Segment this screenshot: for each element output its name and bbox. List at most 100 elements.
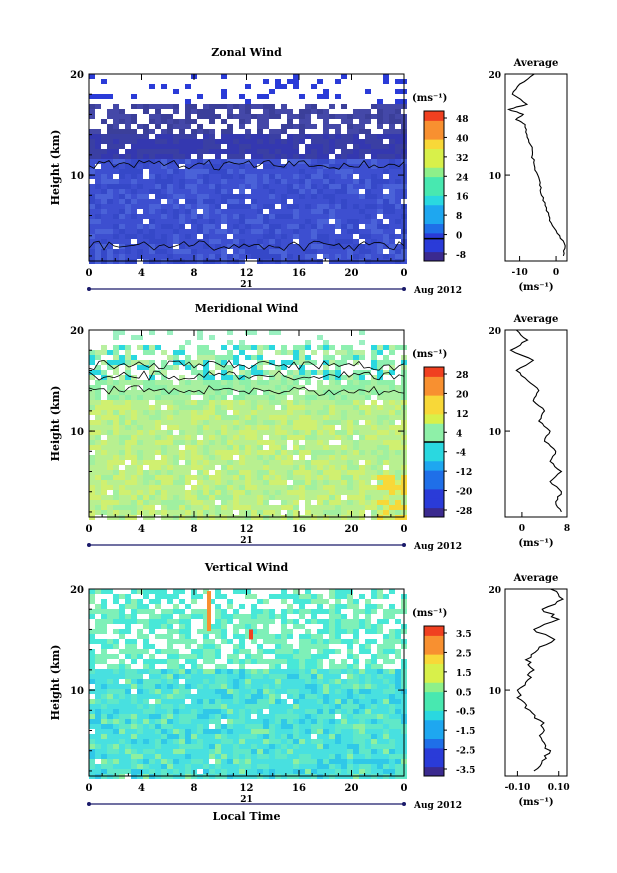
x-tick-label: 0 [401,783,408,794]
average-title: Average [513,58,559,69]
average-y-tick: 10 [488,687,501,697]
day-label: 21 [240,280,253,290]
average-x-tick: -10 [511,268,527,278]
panel-3 [87,588,568,806]
panel-title: Zonal Wind [211,46,282,59]
colorbar-unit: (ms⁻¹) [412,93,447,104]
colorbar-tick-label: 16 [456,193,469,203]
y-tick-label: 20 [70,326,84,337]
colorbar-tick-label: 4 [456,429,462,439]
colorbar-tick-label: 3.5 [456,630,472,640]
x-tick-label: 20 [345,783,359,794]
colorbar-tick-label: 20 [456,390,469,400]
average-unit: (ms⁻¹) [518,282,553,293]
panel-title: Meridional Wind [195,302,299,315]
x-tick-label: 8 [191,524,198,535]
average-title: Average [513,314,559,325]
x-tick-label: 12 [240,268,254,279]
average-unit: (ms⁻¹) [518,538,553,549]
contour-lines-2 [88,359,405,396]
x-tick-label: 4 [138,268,145,279]
average-x-tick: -0.10 [505,783,531,793]
x-tick-label: 20 [345,524,359,535]
x-tick-label: 16 [292,524,306,535]
date-label: Aug 2012 [413,542,462,552]
colorbar-tick-label: -0.5 [456,708,475,718]
colorbar-unit: (ms⁻¹) [412,608,447,619]
date-label: Aug 2012 [413,286,462,296]
average-y-tick: 20 [488,71,501,81]
x-tick-label: 0 [86,783,93,794]
colorbar-tick-label: 24 [456,173,469,183]
average-y-tick: 20 [488,586,501,596]
x-tick-label: 8 [191,268,198,279]
x-tick-label: 0 [86,524,93,535]
average-title: Average [513,573,559,584]
colorbar-tick-label: -3.5 [456,766,475,776]
colorbar-tick-label: 12 [456,410,469,420]
y-axis-label: Height (km) [49,386,62,462]
average-panel-3 [504,588,568,777]
y-axis-label: Height (km) [49,130,62,206]
y-tick-label: 10 [70,171,84,182]
colorbar-1 [423,110,447,262]
x-tick-label: 0 [86,268,93,279]
x-tick-label: 4 [138,783,145,794]
average-profile-line [516,588,565,772]
y-axis-label: Height (km) [49,645,62,721]
y-tick-label: 20 [70,585,84,596]
average-y-tick: 20 [488,327,501,337]
average-x-tick: 0.10 [548,783,570,793]
x-tick-label: 20 [345,268,359,279]
average-x-tick: 0 [519,524,525,534]
colorbar-tick-label: -1.5 [456,727,475,737]
colorbar-tick-label: -4 [456,449,466,459]
x-axis-label: Local Time [213,810,281,823]
day-label: 21 [240,536,253,546]
average-panel-2 [504,329,568,518]
average-x-tick: 0 [553,268,559,278]
x-tick-label: 16 [292,268,306,279]
heatmap-2 [89,330,407,520]
colorbar-2 [423,366,447,518]
heatmap-1 [89,74,407,264]
colorbar-tick-label: 28 [456,371,469,381]
x-tick-label: 12 [240,783,254,794]
date-label: Aug 2012 [413,801,462,811]
average-profile-line [509,329,563,513]
y-tick-label: 10 [70,427,84,438]
day-label: 21 [240,795,253,805]
average-profile-line [506,73,566,257]
contour-lines-1 [88,159,405,252]
average-unit: (ms⁻¹) [518,797,553,808]
colorbar-tick-label: -20 [456,488,472,498]
average-y-tick: 10 [488,172,501,182]
panel-2 [87,329,568,547]
x-tick-label: 16 [292,783,306,794]
colorbar-tick-label: 2.5 [456,649,472,659]
colorbar-tick-label: 32 [456,154,469,164]
heatmap-3 [89,589,407,779]
colorbar-tick-label: 1.5 [456,669,472,679]
colorbar-3 [423,625,447,777]
colorbar-unit: (ms⁻¹) [412,349,447,360]
x-tick-label: 8 [191,783,198,794]
y-tick-label: 20 [70,70,84,81]
x-tick-label: 4 [138,524,145,535]
average-x-tick: 8 [564,524,570,534]
colorbar-tick-label: 40 [456,134,469,144]
average-panel-1 [504,73,568,262]
x-tick-label: 12 [240,524,254,535]
colorbar-tick-label: 8 [456,212,462,222]
x-tick-label: 0 [401,268,408,279]
panel-1 [87,73,568,291]
colorbar-tick-label: -12 [456,468,472,478]
colorbar-tick-label: 0 [456,232,462,242]
colorbar-tick-label: -8 [456,251,466,261]
colorbar-tick-label: 0.5 [456,688,472,698]
panel-title: Vertical Wind [204,561,289,574]
x-tick-label: 0 [401,524,408,535]
colorbar-tick-label: -2.5 [456,747,475,757]
average-y-tick: 10 [488,428,501,438]
